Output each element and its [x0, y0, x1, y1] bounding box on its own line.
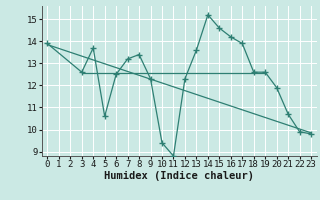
X-axis label: Humidex (Indice chaleur): Humidex (Indice chaleur)	[104, 171, 254, 181]
